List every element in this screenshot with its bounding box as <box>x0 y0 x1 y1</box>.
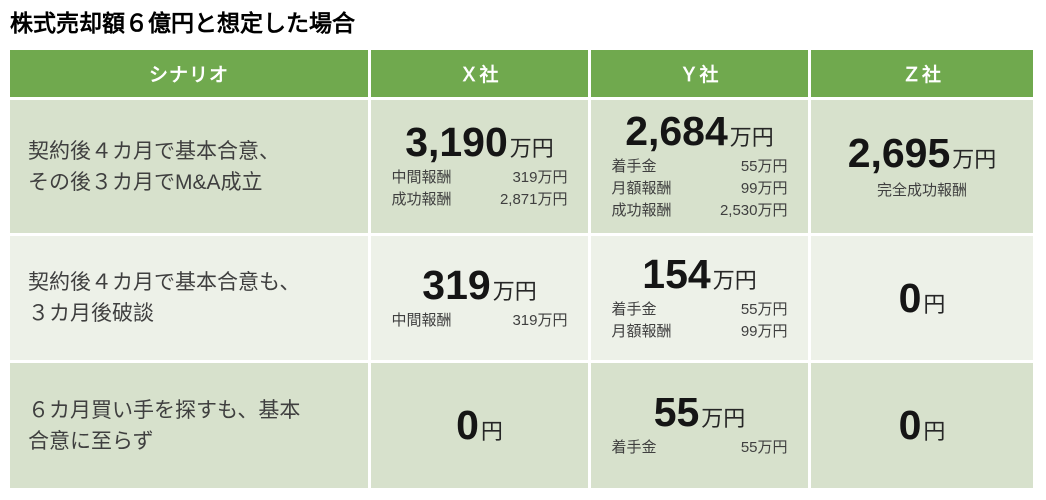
scenario-cell-row3: ６カ月買い手を探すも、基本 合意に至らず <box>10 363 368 488</box>
scenario-cell-row1: 契約後４カ月で基本合意、 その後３カ月でM&A成立 <box>10 100 368 233</box>
amount-unit: 万円 <box>712 267 757 293</box>
fee-breakdown: 着手金 55万円 <box>612 437 788 459</box>
amount-value: 3,190 <box>405 119 508 165</box>
fee-amount: 0 円 <box>899 405 946 446</box>
scenario-cell-row2: 契約後４カ月で基本合意も、 ３カ月後破談 <box>10 236 368 360</box>
amount-value: 55 <box>653 389 700 435</box>
fee-cell-y-row2: 154 万円 着手金 55万円 月額報酬 99万円 <box>591 236 808 360</box>
breakdown-value: 319万円 <box>512 311 568 329</box>
breakdown-label: 中間報酬 <box>391 169 452 186</box>
breakdown-value: 2,530万円 <box>719 202 788 219</box>
breakdown-row: 着手金 55万円 <box>612 299 788 321</box>
fee-cell-x-row1: 3,190 万円 中間報酬 319万円 成功報酬 2,871万円 <box>371 100 588 233</box>
amount-value: 2,684 <box>625 108 728 154</box>
fee-note: 完全成功報酬 <box>876 182 967 199</box>
amount-unit: 円 <box>923 291 946 317</box>
fee-cell-x-row3: 0 円 <box>371 363 588 488</box>
breakdown-row: 成功報酬 2,530万円 <box>612 200 788 222</box>
breakdown-value: 99万円 <box>740 322 788 340</box>
fee-breakdown: 中間報酬 319万円 成功報酬 2,871万円 <box>392 167 568 211</box>
breakdown-row: 着手金 55万円 <box>612 437 788 459</box>
amount-unit: 万円 <box>701 406 746 431</box>
amount-unit: 円 <box>480 419 503 444</box>
fee-amount: 319 万円 <box>422 261 537 308</box>
fee-amount: 2,684 万円 <box>625 111 774 152</box>
slide-page: 株式売却額６億円と想定した場合 シナリオ Ｘ社 Ｙ社 Ｚ社 契約後４カ月で基本合… <box>0 8 1046 500</box>
breakdown-row: 成功報酬 2,871万円 <box>392 189 568 211</box>
fee-cell-z-row2: 0 円 <box>811 236 1033 360</box>
fee-cell-y-row3: 55 万円 着手金 55万円 <box>591 363 808 488</box>
header-cell-company-x: Ｘ社 <box>371 50 588 97</box>
breakdown-value: 319万円 <box>512 169 568 186</box>
breakdown-value: 55万円 <box>740 439 788 456</box>
fee-cell-y-row1: 2,684 万円 着手金 55万円 月額報酬 99万円 成功報酬 2,530万円 <box>591 100 808 233</box>
amount-unit: 円 <box>923 419 946 444</box>
amount-unit: 万円 <box>729 125 774 150</box>
fee-amount: 0 円 <box>456 405 503 446</box>
breakdown-label: 月額報酬 <box>611 322 672 340</box>
breakdown-value: 99万円 <box>740 180 788 197</box>
header-cell-company-y: Ｙ社 <box>591 50 808 97</box>
fee-cell-x-row2: 319 万円 中間報酬 319万円 <box>371 236 588 360</box>
fee-amount: 55 万円 <box>654 392 746 433</box>
fee-amount: 2,695 万円 <box>848 133 997 174</box>
fee-amount: 0 円 <box>898 274 946 321</box>
amount-value: 0 <box>456 402 479 448</box>
breakdown-row: 月額報酬 99万円 <box>612 178 788 200</box>
amount-value: 154 <box>642 250 711 297</box>
breakdown-row: 中間報酬 319万円 <box>392 310 568 332</box>
fee-comparison-table: シナリオ Ｘ社 Ｙ社 Ｚ社 契約後４カ月で基本合意、 その後３カ月でM&A成立 … <box>10 50 1046 488</box>
breakdown-label: 着手金 <box>611 158 657 175</box>
fee-cell-z-row1: 2,695 万円 完全成功報酬 <box>811 100 1033 233</box>
fee-breakdown: 着手金 55万円 月額報酬 99万円 <box>612 299 788 343</box>
page-title: 株式売却額６億円と想定した場合 <box>10 10 355 36</box>
fee-cell-z-row3: 0 円 <box>811 363 1033 488</box>
breakdown-label: 着手金 <box>611 439 657 456</box>
amount-value: 0 <box>898 274 922 321</box>
amount-unit: 万円 <box>509 136 554 161</box>
breakdown-value: 55万円 <box>740 158 788 175</box>
fee-breakdown: 着手金 55万円 月額報酬 99万円 成功報酬 2,530万円 <box>612 156 788 222</box>
breakdown-label: 中間報酬 <box>391 311 452 329</box>
fee-breakdown: 中間報酬 319万円 <box>392 310 568 332</box>
breakdown-label: 着手金 <box>611 300 657 318</box>
amount-value: 319 <box>422 261 491 308</box>
breakdown-row: 月額報酬 99万円 <box>612 321 788 343</box>
breakdown-label: 月額報酬 <box>611 180 672 197</box>
header-cell-scenario: シナリオ <box>10 50 368 97</box>
header-cell-company-z: Ｚ社 <box>811 50 1033 97</box>
breakdown-label: 成功報酬 <box>611 202 672 219</box>
fee-amount: 3,190 万円 <box>405 122 554 163</box>
amount-value: 0 <box>898 402 922 448</box>
breakdown-value: 2,871万円 <box>499 191 568 208</box>
amount-unit: 万円 <box>492 278 537 304</box>
amount-value: 2,695 <box>847 130 951 176</box>
breakdown-label: 成功報酬 <box>391 191 452 208</box>
breakdown-value: 55万円 <box>740 300 788 318</box>
breakdown-row: 着手金 55万円 <box>612 156 788 178</box>
fee-amount: 154 万円 <box>642 250 757 297</box>
breakdown-row: 中間報酬 319万円 <box>392 167 568 189</box>
amount-unit: 万円 <box>952 147 997 172</box>
